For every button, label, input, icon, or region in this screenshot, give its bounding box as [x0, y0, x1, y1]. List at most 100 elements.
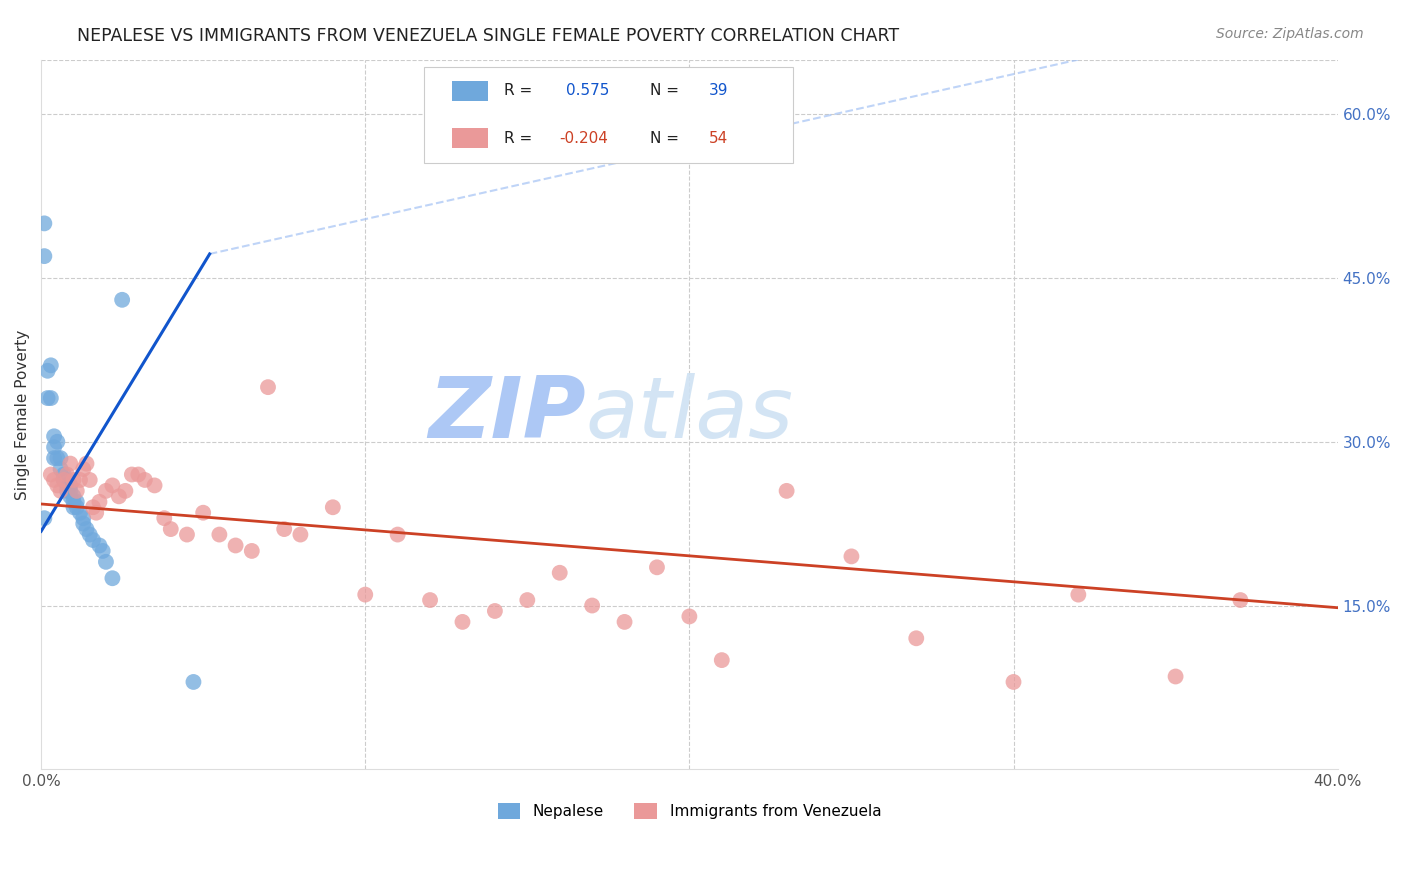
Point [240, 544, 263, 558]
Point [59, 489, 82, 503]
FancyBboxPatch shape [423, 67, 793, 162]
Point [69, 473, 91, 487]
Text: 54: 54 [709, 131, 728, 146]
Point [39, 467, 62, 482]
Point [42, 473, 65, 487]
Point [56, 478, 79, 492]
Text: ZIP: ZIP [427, 373, 586, 456]
Point [193, 506, 215, 520]
Legend: Nepalese, Immigrants from Venezuela: Nepalese, Immigrants from Venezuela [492, 797, 887, 825]
Point [775, 483, 797, 498]
Point [34, 216, 56, 230]
Point [37, 364, 59, 378]
Point [82, 533, 104, 547]
Point [548, 566, 571, 580]
Point [82, 500, 104, 515]
Text: R =: R = [503, 83, 533, 98]
Point [66, 495, 89, 509]
Text: 39: 39 [709, 83, 728, 98]
Point [72, 462, 94, 476]
Point [62, 500, 84, 515]
Point [290, 527, 312, 541]
Point [34, 511, 56, 525]
Point [79, 473, 101, 487]
Point [62, 489, 84, 503]
FancyBboxPatch shape [453, 128, 488, 148]
Point [66, 483, 89, 498]
Text: atlas: atlas [586, 373, 793, 456]
Point [645, 560, 668, 574]
Point [76, 522, 98, 536]
Point [208, 527, 231, 541]
Point [257, 380, 280, 394]
Point [108, 489, 131, 503]
Point [56, 483, 79, 498]
Point [49, 483, 72, 498]
Point [354, 588, 377, 602]
Point [52, 473, 75, 487]
Point [56, 467, 79, 482]
Text: Source: ZipAtlas.com: Source: ZipAtlas.com [1216, 27, 1364, 41]
Point [710, 653, 733, 667]
FancyBboxPatch shape [453, 81, 488, 101]
Point [225, 539, 247, 553]
Point [841, 549, 863, 564]
Point [101, 478, 124, 492]
Point [127, 467, 149, 482]
Point [387, 527, 409, 541]
Point [34, 249, 56, 263]
Point [94, 555, 117, 569]
Point [59, 483, 82, 498]
Point [101, 571, 124, 585]
Point [49, 462, 72, 476]
Point [322, 500, 344, 515]
Point [46, 478, 69, 492]
Point [59, 457, 82, 471]
Point [134, 473, 156, 487]
Point [72, 511, 94, 525]
Text: N =: N = [651, 131, 679, 146]
Point [516, 593, 538, 607]
Point [153, 511, 176, 525]
Text: N =: N = [651, 83, 679, 98]
Point [678, 609, 700, 624]
Point [39, 391, 62, 405]
Point [419, 593, 441, 607]
Point [581, 599, 603, 613]
Point [176, 527, 198, 541]
Point [56, 473, 79, 487]
Text: 0.575: 0.575 [567, 83, 610, 98]
Text: NEPALESE VS IMMIGRANTS FROM VENEZUELA SINGLE FEMALE POVERTY CORRELATION CHART: NEPALESE VS IMMIGRANTS FROM VENEZUELA SI… [77, 27, 900, 45]
Point [52, 467, 75, 482]
Point [183, 675, 205, 690]
Point [42, 440, 65, 454]
Point [114, 483, 136, 498]
Point [94, 483, 117, 498]
Point [42, 429, 65, 443]
Point [39, 359, 62, 373]
Point [91, 544, 114, 558]
Point [484, 604, 506, 618]
Point [1229, 593, 1251, 607]
Point [273, 522, 295, 536]
Point [59, 478, 82, 492]
Point [79, 527, 101, 541]
Point [84, 506, 107, 520]
Point [451, 615, 474, 629]
Point [62, 473, 84, 487]
Point [143, 478, 166, 492]
Point [37, 391, 59, 405]
Point [1067, 588, 1090, 602]
Point [159, 522, 181, 536]
Y-axis label: Single Female Poverty: Single Female Poverty [15, 329, 30, 500]
Point [66, 500, 89, 515]
Point [69, 506, 91, 520]
Point [46, 434, 69, 449]
Point [46, 451, 69, 466]
Text: -0.204: -0.204 [560, 131, 609, 146]
Point [62, 495, 84, 509]
Point [1164, 669, 1187, 683]
Point [72, 516, 94, 531]
Point [52, 473, 75, 487]
Point [89, 539, 111, 553]
